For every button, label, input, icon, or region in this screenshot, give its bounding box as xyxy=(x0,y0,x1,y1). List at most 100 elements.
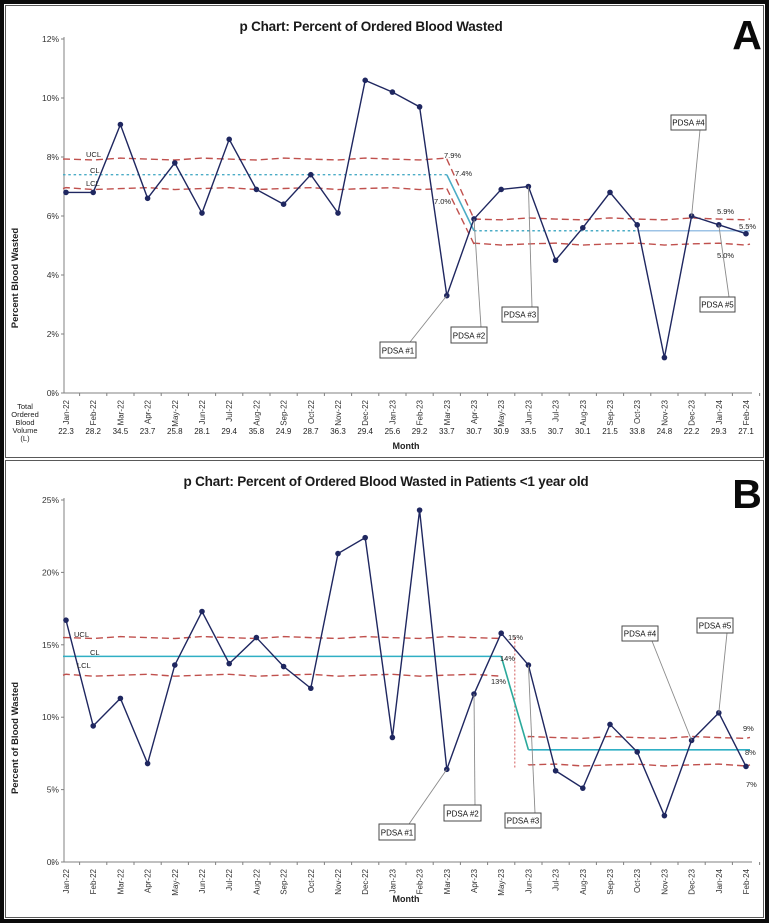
x-tick-label: Feb-23 xyxy=(416,399,425,425)
pdsa-annotation-box xyxy=(696,617,734,634)
data-point xyxy=(90,189,96,196)
x-tick-label: Nov-23 xyxy=(660,868,669,894)
x-tick-label: Jan-24 xyxy=(715,399,724,424)
x-tick-label: Jul-22 xyxy=(225,868,234,890)
volume-value: 22.3 xyxy=(58,427,74,436)
x-tick-label: Apr-22 xyxy=(144,399,153,424)
data-point xyxy=(335,210,341,216)
x-tick-label: Dec-22 xyxy=(361,399,370,425)
x-tick-label: Aug-23 xyxy=(579,868,588,894)
pdsa-annotation-box xyxy=(379,341,417,359)
data-point xyxy=(280,201,287,207)
limit-label: 7% xyxy=(746,780,757,789)
x-tick-label: Apr-22 xyxy=(144,868,153,893)
pdsa-annotation-label: PDSA #2 xyxy=(446,810,479,819)
x-tick-label: Feb-22 xyxy=(89,868,98,894)
volume-value: 29.4 xyxy=(357,427,373,436)
x-tick-label: Jun-23 xyxy=(524,399,533,424)
x-tick-label: Nov-22 xyxy=(334,868,343,894)
data-point xyxy=(607,721,613,728)
x-tick-label: Jul-23 xyxy=(552,399,561,421)
x-tick-label: Sep-23 xyxy=(606,868,615,894)
chart-panel-a: p Chart: Percent of Ordered Blood Wasted… xyxy=(5,5,764,458)
data-point xyxy=(552,767,559,774)
lcl-line xyxy=(62,673,502,677)
chart-title: p Chart: Percent of Ordered Blood Wasted… xyxy=(184,474,589,489)
volume-value: 25.8 xyxy=(167,427,183,436)
data-point xyxy=(688,737,695,744)
volume-row-header: Ordered xyxy=(11,410,39,419)
y-tick-label: 20% xyxy=(42,567,59,577)
x-tick-label: Sep-22 xyxy=(280,399,289,425)
data-point xyxy=(90,723,96,729)
x-tick-label: Feb-24 xyxy=(742,399,751,425)
volume-value: 36.3 xyxy=(330,427,346,436)
pdsa-leader-line xyxy=(691,129,701,217)
x-tick-label: Dec-23 xyxy=(688,868,697,894)
data-series xyxy=(66,79,747,358)
pdsa-leader-line xyxy=(409,295,448,343)
x-tick-label: Oct-22 xyxy=(307,399,316,424)
x-tick-label: Jul-23 xyxy=(552,868,561,890)
pdsa-leader-line xyxy=(718,224,730,298)
data-point xyxy=(144,760,151,767)
chart-panel-b: p Chart: Percent of Ordered Blood Wasted… xyxy=(5,460,764,918)
data-point xyxy=(661,354,668,361)
y-tick-label: 6% xyxy=(47,211,60,221)
x-tick-label: Apr-23 xyxy=(470,868,479,893)
cl-transition xyxy=(500,656,530,751)
data-series xyxy=(65,510,747,818)
limit-label: 9% xyxy=(743,724,754,733)
data-point xyxy=(308,685,314,692)
limit-label: 7.4% xyxy=(455,169,472,178)
x-tick-label: Mar-23 xyxy=(443,868,452,894)
limit-label: UCL xyxy=(86,150,101,159)
limit-label: UCL xyxy=(74,630,89,639)
volume-value: 35.8 xyxy=(249,427,265,436)
x-tick-label: Sep-23 xyxy=(606,399,615,425)
data-point xyxy=(416,507,423,513)
pdsa-annotation-label: PDSA #4 xyxy=(672,119,705,128)
volume-value: 33.7 xyxy=(439,427,455,436)
x-tick-label: Jun-22 xyxy=(198,868,207,893)
x-tick-label: Mar-23 xyxy=(443,399,452,425)
pdsa-annotation-label: PDSA #3 xyxy=(504,311,537,320)
pdsa-leader-line xyxy=(473,218,482,328)
volume-value: 30.1 xyxy=(575,427,591,436)
data-point xyxy=(362,534,369,541)
pdsa-leader-line xyxy=(473,694,476,806)
pdsa-leader-line xyxy=(527,665,536,814)
limit-label: 5.9% xyxy=(717,207,734,216)
pdsa-annotation-box xyxy=(501,306,539,323)
volume-value: 27.1 xyxy=(738,427,754,436)
x-tick-label: Nov-22 xyxy=(334,399,343,425)
volume-value: 29.2 xyxy=(412,427,428,436)
pdsa-annotation-box xyxy=(670,114,707,131)
ucl-line xyxy=(63,635,502,640)
lcl-line xyxy=(473,242,751,246)
x-tick-label: May-23 xyxy=(497,399,506,426)
limit-label: 14% xyxy=(500,654,515,663)
data-point xyxy=(580,785,586,791)
data-point xyxy=(199,608,205,615)
y-tick-label: 8% xyxy=(47,152,60,162)
p-chart-b: p Chart: Percent of Ordered Blood Wasted… xyxy=(10,471,762,904)
x-tick-label: Mar-22 xyxy=(116,868,125,894)
data-point xyxy=(634,749,640,755)
volume-row-header: (L) xyxy=(20,434,30,443)
limit-label: 5.5% xyxy=(739,222,756,231)
volume-value: 24.9 xyxy=(276,427,292,436)
cl-transition xyxy=(446,174,475,232)
volume-value: 25.6 xyxy=(385,427,401,436)
volume-value: 29.4 xyxy=(221,427,237,436)
y-tick-label: 2% xyxy=(47,329,60,339)
panel-letter: B xyxy=(732,471,762,517)
pdsa-annotation-box xyxy=(378,823,416,841)
x-tick-label: May-22 xyxy=(171,399,180,426)
x-tick-label: May-23 xyxy=(497,868,506,895)
data-point xyxy=(661,812,668,819)
x-tick-label: Aug-22 xyxy=(252,399,261,425)
x-tick-label: Jan-22 xyxy=(62,399,71,424)
x-tick-label: Apr-23 xyxy=(470,399,479,424)
data-point xyxy=(253,186,260,193)
